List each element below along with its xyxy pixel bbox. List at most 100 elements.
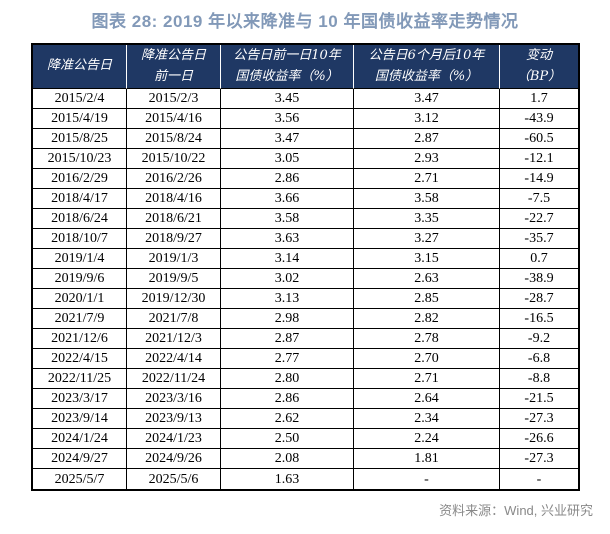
table-cell: 2023/3/17 bbox=[33, 389, 127, 409]
table-cell: 3.56 bbox=[221, 109, 354, 129]
table-cell: 2019/12/30 bbox=[127, 289, 221, 309]
table-row: 2025/5/7 2025/5/6 1.63- - bbox=[33, 469, 578, 489]
table-cell: 2021/12/6 bbox=[33, 329, 127, 349]
table-cell: 2020/1/1 bbox=[33, 289, 127, 309]
table-cell: 2.24 bbox=[354, 429, 500, 449]
table-cell: 2025/5/6 bbox=[127, 469, 221, 489]
table-cell: -6.8 bbox=[500, 349, 578, 369]
table-body: 2015/2/4 2015/2/3 3.45 3.47 1.7 2015/4/19 2015… bbox=[33, 89, 578, 489]
table-cell: 2019/1/3 bbox=[127, 249, 221, 269]
table-cell: 2018/6/24 bbox=[33, 209, 127, 229]
table-row: 2024/1/24 2024/1/23 2.50 2.24 -26.6 bbox=[33, 429, 578, 449]
table-cell: - bbox=[354, 469, 500, 489]
table-cell: 2019/9/5 bbox=[127, 269, 221, 289]
table-cell: 3.66 bbox=[221, 189, 354, 209]
table-cell: 2021/7/8 bbox=[127, 309, 221, 329]
column-header: 降准公告日 bbox=[33, 45, 127, 89]
table-cell: 2018/9/27 bbox=[127, 229, 221, 249]
table-cell: -12.1 bbox=[500, 149, 578, 169]
table-row: 2023/3/17 2023/3/16 2.86 2.64 -21.5 bbox=[33, 389, 578, 409]
table-cell: 2021/7/9 bbox=[33, 309, 127, 329]
table-cell: 3.13 bbox=[221, 289, 354, 309]
table-cell: 3.27 bbox=[354, 229, 500, 249]
table-cell: 2018/10/7 bbox=[33, 229, 127, 249]
table-cell: -14.9 bbox=[500, 169, 578, 189]
table-cell: 3.14 bbox=[221, 249, 354, 269]
table-row: 2019/1/4 2019/1/3 3.14 3.15 0.7 bbox=[33, 249, 578, 269]
table-cell: -27.3 bbox=[500, 409, 578, 429]
column-header: 公告日6个月后10年 国债收益率（%） bbox=[354, 45, 500, 89]
table-cell: 2.93 bbox=[354, 149, 500, 169]
table-cell: -22.7 bbox=[500, 209, 578, 229]
table-cell: 2016/2/29 bbox=[33, 169, 127, 189]
table-row: 2015/4/19 2015/4/16 3.56 3.12 -43.9 bbox=[33, 109, 578, 129]
table-cell: 3.15 bbox=[354, 249, 500, 269]
table-row: 2024/9/27 2024/9/26 2.08 1.81 -27.3 bbox=[33, 449, 578, 469]
table-cell: 2.77 bbox=[221, 349, 354, 369]
table-cell: 2015/4/19 bbox=[33, 109, 127, 129]
table-row: 2019/9/6 2019/9/5 3.02 2.63 -38.9 bbox=[33, 269, 578, 289]
table-cell: 2.08 bbox=[221, 449, 354, 469]
table-row: 2018/10/7 2018/9/27 3.63 3.27 -35.7 bbox=[33, 229, 578, 249]
table-cell: 3.47 bbox=[221, 129, 354, 149]
table-cell: -16.5 bbox=[500, 309, 578, 329]
table-cell: -60.5 bbox=[500, 129, 578, 149]
table-cell: 2.70 bbox=[354, 349, 500, 369]
table-cell: 2022/4/15 bbox=[33, 349, 127, 369]
data-source-note: 资料来源：Wind, 兴业研究 bbox=[439, 503, 593, 518]
table-cell: 3.58 bbox=[221, 209, 354, 229]
table-cell: 2022/4/14 bbox=[127, 349, 221, 369]
table-row: 2020/1/1 2019/12/30 3.13 2.85 -28.7 bbox=[33, 289, 578, 309]
table-cell: 2.50 bbox=[221, 429, 354, 449]
table-cell: 2025/5/7 bbox=[33, 469, 127, 489]
table-cell: 2.98 bbox=[221, 309, 354, 329]
table-cell: 2.87 bbox=[354, 129, 500, 149]
table-cell: 2021/12/3 bbox=[127, 329, 221, 349]
table-cell: 3.63 bbox=[221, 229, 354, 249]
table-header-row: 降准公告日 降准公告日 前一日 公告日前一日10年 国债收益率（%） 公告日6个月后10年… bbox=[33, 45, 578, 89]
table-cell: 3.35 bbox=[354, 209, 500, 229]
table-cell: 2.85 bbox=[354, 289, 500, 309]
table-row: 2015/10/23 2015/10/22 3.05 2.93 -12.1 bbox=[33, 149, 578, 169]
table-cell: 2018/6/21 bbox=[127, 209, 221, 229]
column-header: 公告日前一日10年 国债收益率（%） bbox=[221, 45, 354, 89]
table-row: 2021/7/9 2021/7/8 2.98 2.82 -16.5 bbox=[33, 309, 578, 329]
table-cell: 2018/4/17 bbox=[33, 189, 127, 209]
chart-title: 图表 28: 2019 年以来降准与 10 年国债收益率走势情况 bbox=[91, 12, 519, 31]
table-cell: 2015/10/23 bbox=[33, 149, 127, 169]
table-cell: 2015/4/16 bbox=[127, 109, 221, 129]
table-cell: 2024/1/23 bbox=[127, 429, 221, 449]
table-cell: 2023/3/16 bbox=[127, 389, 221, 409]
table-cell: 2.71 bbox=[354, 369, 500, 389]
table-row: 2022/11/25 2022/11/24 2.80 2.71 -8.8 bbox=[33, 369, 578, 389]
rrr-yield-table: 降准公告日 降准公告日 前一日 公告日前一日10年 国债收益率（%） 公告日6个月后10年… bbox=[31, 43, 580, 491]
table-row: 2015/2/4 2015/2/3 3.45 3.47 1.7 bbox=[33, 89, 578, 109]
table-cell: 2.80 bbox=[221, 369, 354, 389]
table-cell: 2016/2/26 bbox=[127, 169, 221, 189]
table-cell: -43.9 bbox=[500, 109, 578, 129]
table-cell: 2.78 bbox=[354, 329, 500, 349]
table-cell: 2.62 bbox=[221, 409, 354, 429]
table-cell: 3.12 bbox=[354, 109, 500, 129]
table-cell: 3.45 bbox=[221, 89, 354, 109]
table-cell: -7.5 bbox=[500, 189, 578, 209]
table-cell: 3.47 bbox=[354, 89, 500, 109]
table-cell: 2.64 bbox=[354, 389, 500, 409]
table-row: 2016/2/29 2016/2/26 2.86 2.71 -14.9 bbox=[33, 169, 578, 189]
table-cell: 2.63 bbox=[354, 269, 500, 289]
table-cell: -9.2 bbox=[500, 329, 578, 349]
column-header: 降准公告日 前一日 bbox=[127, 45, 221, 89]
table-row: 2015/8/25 2015/8/24 3.47 2.87 -60.5 bbox=[33, 129, 578, 149]
table-cell: 2018/4/16 bbox=[127, 189, 221, 209]
table-cell: -38.9 bbox=[500, 269, 578, 289]
table-cell: 2.87 bbox=[221, 329, 354, 349]
table-row: 2018/4/17 2018/4/16 3.66 3.58 -7.5 bbox=[33, 189, 578, 209]
table-cell: 2023/9/13 bbox=[127, 409, 221, 429]
table-cell: 1.63 bbox=[221, 469, 354, 489]
table-cell: 2024/9/26 bbox=[127, 449, 221, 469]
table-cell: 2.82 bbox=[354, 309, 500, 329]
table-cell: 2023/9/14 bbox=[33, 409, 127, 429]
table-cell: 2015/10/22 bbox=[127, 149, 221, 169]
table-cell: 0.7 bbox=[500, 249, 578, 269]
